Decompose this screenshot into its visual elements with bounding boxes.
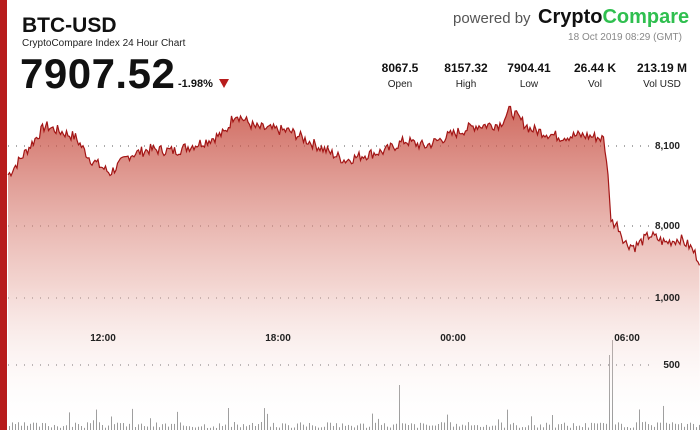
stat-value: 26.44 K <box>573 61 617 75</box>
price-line <box>7 105 700 266</box>
stat-label: Open <box>387 79 413 90</box>
stat-label: Vol USD <box>643 79 681 90</box>
x-tick-label: 00:00 <box>440 333 466 344</box>
brand-logo[interactable]: CryptoCompare <box>538 6 689 29</box>
x-tick-label: 18:00 <box>265 333 291 344</box>
stat-value: 7904.41 <box>507 61 551 75</box>
price-change: -1.98% <box>178 78 213 90</box>
stat-value: 8157.32 <box>444 61 488 75</box>
stat-vol-usd: 213.19 M Vol USD <box>630 61 694 90</box>
brand-part1: Crypto <box>538 6 603 28</box>
powered-by-label: powered by <box>453 10 531 27</box>
down-arrow-icon <box>219 79 229 88</box>
stat-label: Vol <box>588 79 602 90</box>
stat-value: 8067.5 <box>381 61 419 75</box>
stat-open: 8067.5 Open <box>368 61 432 90</box>
x-tick-label: 12:00 <box>90 333 116 344</box>
stat-vol: 26.44 K Vol <box>563 61 627 90</box>
x-tick-label: 06:00 <box>614 333 640 344</box>
volume-tick-label: 500 <box>663 360 680 371</box>
stat-value: 213.19 M <box>636 61 688 75</box>
price-tick-label: 8,000 <box>655 221 680 232</box>
brand-part2: Compare <box>602 6 690 28</box>
price-area <box>8 106 700 430</box>
current-price: 7907.52 <box>20 50 176 97</box>
left-accent-bar <box>0 0 7 430</box>
stat-high: 8157.32 High <box>434 61 498 90</box>
stat-label: High <box>455 79 477 90</box>
timestamp: 18 Oct 2019 08:29 (GMT) <box>568 32 682 43</box>
stat-low: 7904.41 Low <box>497 61 561 90</box>
chart-subtitle: CryptoCompare Index 24 Hour Chart <box>22 38 186 49</box>
volume-tick-label: 1,000 <box>655 293 680 304</box>
price-tick-label: 8,100 <box>655 141 680 152</box>
page-title: BTC-USD <box>22 14 117 37</box>
stat-label: Low <box>519 79 539 90</box>
